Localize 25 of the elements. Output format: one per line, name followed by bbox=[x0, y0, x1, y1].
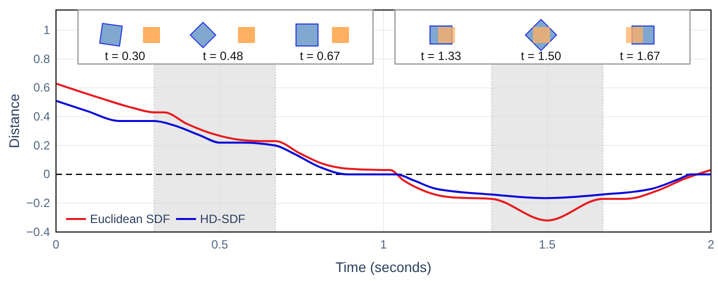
y-tick-label: 0 bbox=[43, 167, 50, 182]
legend-label: Euclidean SDF bbox=[90, 212, 170, 226]
annotation: t = 1.50 bbox=[520, 49, 562, 63]
annotation: t = 0.67 bbox=[300, 49, 341, 63]
x-axis-title: Time (seconds) bbox=[336, 259, 432, 275]
legend-label: HD-SDF bbox=[200, 212, 246, 226]
annotation: t = 1.67 bbox=[620, 49, 661, 63]
x-tick-label: 1 bbox=[380, 238, 388, 252]
annotation: t = 0.30 bbox=[104, 49, 146, 63]
line-series bbox=[55, 82, 712, 222]
y-tick-label: 0.2 bbox=[33, 138, 50, 152]
annotation: t = 1.33 bbox=[420, 49, 462, 63]
y-tick-label: 0.4 bbox=[33, 110, 50, 124]
x-tick-label: 1.5 bbox=[538, 238, 556, 252]
x-tick-label: 2 bbox=[708, 238, 715, 252]
y-tick-label: −0.4 bbox=[26, 224, 50, 239]
line-series bbox=[55, 100, 712, 200]
y-tick-label: 0.6 bbox=[33, 80, 50, 95]
y-axis-title: Distance bbox=[6, 94, 22, 148]
y-tick-label: 0.8 bbox=[33, 52, 50, 66]
y-tick-label: 1 bbox=[43, 23, 50, 38]
x-tick-label: 0 bbox=[52, 238, 60, 252]
y-tick-label: −0.2 bbox=[26, 196, 50, 210]
annotation: t = 0.48 bbox=[202, 49, 244, 63]
x-tick-label: 0.5 bbox=[211, 238, 228, 252]
